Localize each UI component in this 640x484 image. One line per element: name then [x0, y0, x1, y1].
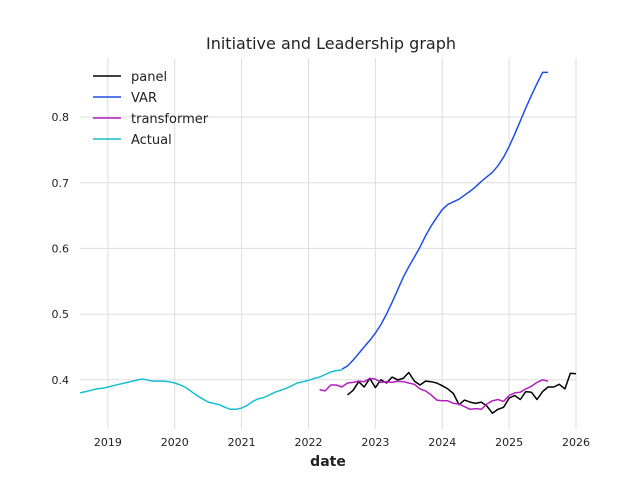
x-tick-label: 2020 [161, 436, 189, 449]
series-line-panel [347, 371, 577, 414]
x-tick-label: 2021 [228, 436, 256, 449]
y-tick-label: 0.7 [52, 177, 70, 190]
series-line-var [341, 71, 549, 370]
chart-title: Initiative and Leadership graph [206, 34, 456, 53]
legend-label-transformer: transformer [131, 112, 209, 127]
legend-label-panel: panel [131, 70, 167, 85]
series-line-transformer [319, 377, 549, 411]
x-axis-label: date [310, 454, 346, 470]
legend-label-var: VAR [131, 91, 157, 106]
y-tick-label: 0.4 [52, 374, 70, 387]
grid-layer [80, 58, 577, 429]
y-tick-labels: 0.4 0.5 0.6 0.7 0.8 [52, 111, 70, 387]
legend: panel VAR transformer Actual [93, 70, 209, 148]
legend-label-actual: Actual [131, 133, 172, 148]
x-tick-label: 2024 [428, 436, 456, 449]
x-tick-label: 2019 [94, 436, 122, 449]
y-tick-label: 0.8 [52, 111, 70, 124]
y-tick-label: 0.6 [52, 242, 70, 255]
x-tick-label: 2025 [495, 436, 523, 449]
x-tick-label: 2023 [361, 436, 389, 449]
series-line-actual [79, 369, 342, 411]
x-tick-label: 2022 [294, 436, 322, 449]
y-tick-label: 0.5 [52, 308, 70, 321]
x-tick-labels: 2019 2020 2021 2022 2023 2024 2025 2026 [94, 436, 590, 449]
x-tick-label: 2026 [562, 436, 590, 449]
series-layer [79, 71, 577, 414]
